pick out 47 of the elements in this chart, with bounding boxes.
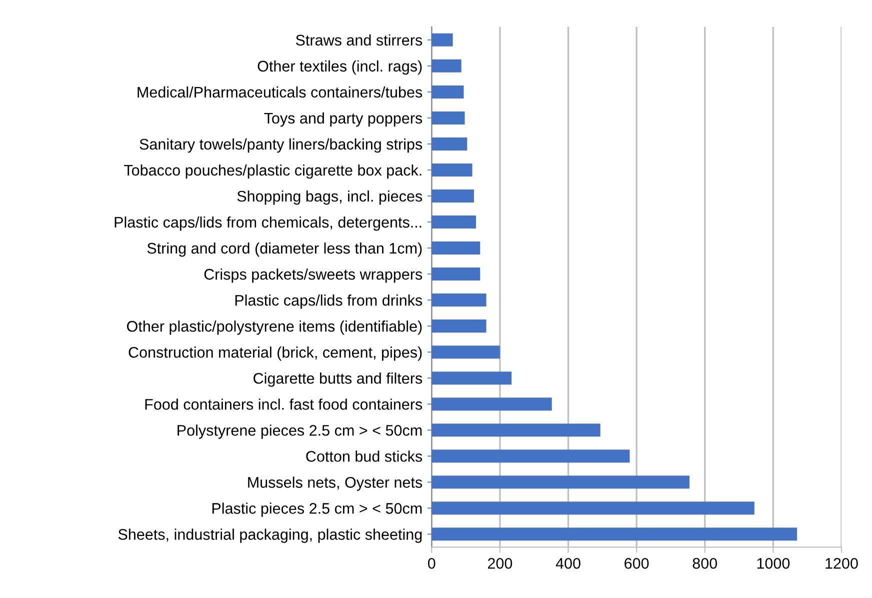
- bar: [432, 528, 798, 541]
- bar: [432, 189, 474, 202]
- y-tick-label: Sheets, industrial packaging, plastic sheeting: [118, 528, 422, 543]
- y-tick-label: Crisps packets/sweets wrappers: [204, 268, 422, 283]
- bar: [432, 85, 464, 98]
- y-tick-label: Plastic pieces 2.5 cm > < 50cm: [212, 502, 422, 517]
- y-tick-label: Other textiles (incl. rags): [258, 60, 422, 75]
- y-tick-label: Plastic caps/lids from chemicals, detergents...: [114, 216, 422, 231]
- bar: [432, 59, 462, 72]
- bar: [432, 137, 468, 150]
- bar: [432, 294, 486, 307]
- x-tick-label: 200: [488, 558, 512, 569]
- y-tick-label: Food containers incl. fast food containers: [145, 398, 422, 410]
- bar: [432, 268, 480, 281]
- y-tick-label: Tobacco pouches/plastic cigarette box pack.: [124, 164, 422, 179]
- y-tick-label: String and cord (diameter less than 1cm): [147, 242, 422, 257]
- bar: [432, 450, 630, 463]
- y-tick-label: Mussels nets, Oyster nets: [248, 476, 422, 491]
- y-tick-label: Construction material (brick, cement, pipes): [128, 346, 422, 361]
- bar: [432, 111, 465, 124]
- y-tick-label: Polystyrene pieces 2.5 cm > < 50cm: [178, 424, 422, 439]
- bar: [432, 424, 600, 437]
- y-tick-label: Toys and party poppers: [264, 112, 422, 127]
- y-tick-label: Medical/Pharmaceuticals containers/tubes: [138, 86, 422, 98]
- bar: [432, 346, 500, 359]
- y-tick-label: Plastic caps/lids from drinks: [235, 294, 422, 309]
- x-tick-label: 800: [692, 558, 718, 569]
- bar: [432, 163, 472, 176]
- bar: [432, 242, 480, 255]
- y-tick-label: Shopping bags, incl. pieces: [237, 190, 422, 205]
- y-tick-label: Cotton bud sticks: [306, 450, 422, 462]
- bar: [432, 372, 512, 385]
- bar: [432, 320, 486, 333]
- bar: [432, 33, 453, 46]
- y-tick-label: Cigarette butts and filters: [254, 372, 422, 387]
- bar: [432, 502, 754, 515]
- x-tick-label: 0: [428, 558, 436, 569]
- bar: [432, 398, 552, 411]
- x-tick-label: 600: [624, 558, 649, 569]
- x-tick-label: 400: [556, 558, 580, 569]
- y-tick-label: Other plastic/polystyrene items (identifiable): [127, 320, 422, 335]
- x-tick-label: 1000: [757, 558, 790, 569]
- x-tick-label: 1200: [826, 558, 858, 569]
- bar: [432, 476, 690, 489]
- y-tick-label: Straws and stirrers: [296, 34, 422, 46]
- y-tick-label: Sanitary towels/panty liners/backing strips: [140, 138, 422, 153]
- bar: [432, 216, 476, 229]
